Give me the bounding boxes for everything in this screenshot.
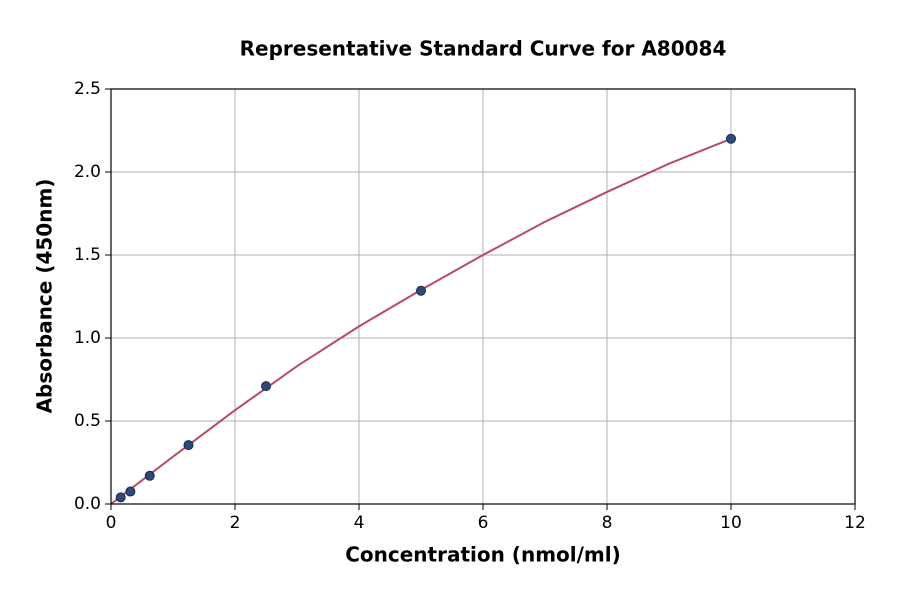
y-tick-label: 2.5: [74, 79, 101, 99]
fit-curve: [110, 137, 732, 505]
y-tick-label: 2.0: [74, 162, 101, 182]
x-tick-label: 10: [720, 513, 742, 533]
data-point: [115, 492, 126, 503]
y-axis-label: Absorbance (450nm): [33, 179, 57, 414]
x-tick-label: 6: [478, 513, 489, 533]
grid: [110, 88, 856, 505]
data-point: [416, 285, 426, 296]
y-tick-label: 1.5: [74, 245, 101, 265]
data-point: [183, 440, 194, 451]
x-tick-label: 0: [106, 513, 117, 533]
data-point: [144, 470, 155, 481]
x-tick-label: 8: [602, 513, 613, 533]
chart-title: Representative Standard Curve for A80084: [240, 37, 727, 61]
plot-area: [110, 133, 736, 505]
y-tick-label: 1.0: [74, 328, 101, 348]
y-tick-label: 0.5: [74, 411, 101, 431]
data-point: [726, 133, 736, 144]
x-tick-label: 4: [354, 513, 365, 533]
x-tick-label: 12: [844, 513, 866, 533]
y-tick-label: 0.0: [74, 494, 101, 514]
data-point: [125, 486, 136, 497]
x-axis-label: Concentration (nmol/ml): [345, 543, 621, 567]
x-tick-label: 2: [230, 513, 241, 533]
data-point: [261, 381, 271, 392]
